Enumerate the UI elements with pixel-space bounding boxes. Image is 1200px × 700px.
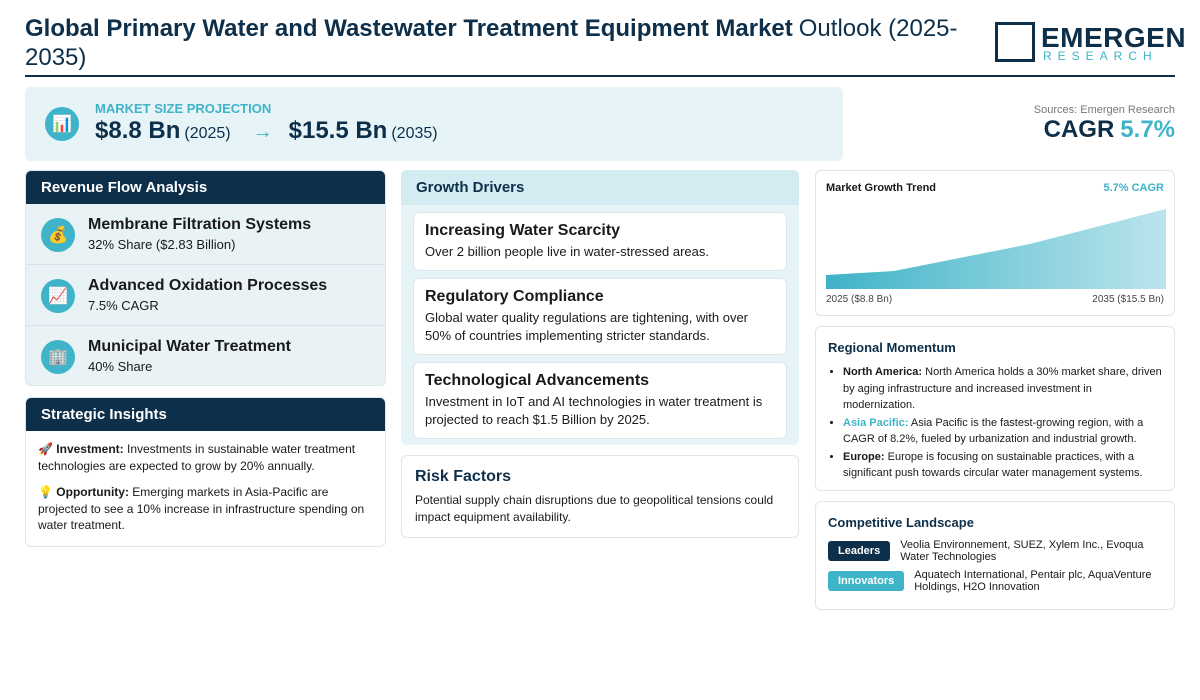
driver-card: Technological Advancements Investment in … <box>413 362 787 439</box>
icon: 🚀 <box>38 442 53 456</box>
area <box>826 209 1166 289</box>
driver-title: Regulatory Compliance <box>425 288 604 305</box>
companies: Aquatech International, Pentair plc, Aqu… <box>914 569 1152 593</box>
panel-title: Competitive Landscape <box>828 515 974 530</box>
driver-title: Increasing Water Scarcity <box>425 222 621 239</box>
panel-title: Regional Momentum <box>828 340 956 355</box>
insight: 🚀 Investment: Investments in sustainable… <box>38 441 373 474</box>
region-item: Asia Pacific: Asia Pacific is the fastes… <box>843 415 1162 448</box>
title-bold: Global Primary Water and Wastewater Trea… <box>25 15 793 42</box>
title: Global Primary Water and Wastewater Trea… <box>25 14 975 72</box>
risk-text: Potential supply chain disruptions due t… <box>415 493 774 524</box>
item-name: Membrane Filtration Systems <box>88 216 312 233</box>
risk-title: Risk Factors <box>415 468 512 485</box>
region-text: Europe is focusing on sustainable practi… <box>843 450 1143 480</box>
icon: 💰 <box>41 218 75 252</box>
driver-title: Technological Advancements <box>425 372 650 389</box>
group-label: Innovators <box>828 571 905 591</box>
revenue-item: 🏢 Municipal Water Treatment 40% Share <box>26 326 385 385</box>
sources: Sources: Emergen Research <box>1033 104 1175 116</box>
insight-label: Opportunity: <box>56 485 129 499</box>
insight-label: Investment: <box>56 442 124 456</box>
start-year: (2025) <box>184 125 231 142</box>
projection-values: $8.8 Bn (2025) → $15.5 Bn (2035) <box>95 117 438 145</box>
end-value: $15.5 Bn <box>288 117 388 144</box>
panel-title: Revenue Flow Analysis <box>26 171 385 204</box>
cagr: CAGR 5.7% <box>1044 116 1175 144</box>
icon: 📈 <box>41 279 75 313</box>
title-rest: Outlook (2025-2035) <box>25 15 958 71</box>
cagr-value: 5.7% <box>1120 116 1175 143</box>
trend-cagr: 5.7% CAGR <box>1103 182 1164 194</box>
logo-bottom: RESEARCH <box>1043 49 1158 63</box>
item-detail: 32% Share ($2.83 Billion) <box>88 237 236 252</box>
start-value: $8.8 Bn <box>95 117 181 144</box>
driver-card: Increasing Water Scarcity Over 2 billion … <box>413 212 787 271</box>
icon: 📊 <box>45 107 79 141</box>
region-text: North America holds a 30% market share, … <box>843 366 1162 411</box>
start-label: 2025 ($8.8 Bn) <box>826 294 893 305</box>
item-detail: 7.5% CAGR <box>88 298 159 313</box>
revenue-flow: Revenue Flow Analysis 💰 Membrane Filtrati… <box>25 170 386 386</box>
panel-title: Strategic Insights <box>26 398 385 431</box>
driver-text: Investment in IoT and AI technologies in… <box>425 394 763 427</box>
region-name: North America: <box>843 366 923 378</box>
region-item: North America: North America holds a 30%… <box>843 364 1162 414</box>
driver-card: Regulatory Compliance Global water qualit… <box>413 278 787 355</box>
risk-factors: Risk Factors Potential supply chain disr… <box>401 455 799 538</box>
item-name: Advanced Oxidation Processes <box>88 277 328 294</box>
revenue-item: 📈 Advanced Oxidation Processes 7.5% CAGR <box>26 265 385 326</box>
trend-title: Market Growth Trend <box>826 182 937 194</box>
end-label: 2035 ($15.5 Bn) <box>1092 294 1164 305</box>
icon: 🏢 <box>41 340 75 374</box>
strategic-insights: Strategic Insights 🚀 Investment: Investm… <box>25 397 386 547</box>
arrow: → <box>252 121 273 143</box>
insight-text: Investments in sustainable water treatme… <box>38 442 356 473</box>
region-name: Europe: <box>843 450 885 463</box>
divider <box>25 75 1175 77</box>
projection: 📊 MARKET SIZE PROJECTION $8.8 Bn (2025) → $… <box>25 87 843 161</box>
insight-text: Emerging markets in Asia-Pacific are pro… <box>38 485 365 532</box>
end-year: (2035) <box>391 125 438 142</box>
company-group: Leaders Veolia Environnement, SUEZ, Xylem… <box>828 539 1162 563</box>
region-text: Asia Pacific is the fastest-growing regi… <box>843 416 1144 446</box>
company-group: Innovators Aquatech International, Pentai… <box>828 569 1162 593</box>
revenue-item: 💰 Membrane Filtration Systems 32% Share ($… <box>26 204 385 265</box>
driver-text: Global water quality regulations are tig… <box>425 310 749 343</box>
logo: EMERGEN RESEARCH <box>995 22 1186 64</box>
group-label: Leaders <box>828 541 891 561</box>
item-detail: 40% Share <box>88 359 153 374</box>
cagr-label: CAGR <box>1043 116 1115 143</box>
growth-drivers: Growth Drivers Increasing Water Scarcity… <box>401 170 799 445</box>
item-name: Municipal Water Treatment <box>88 338 291 355</box>
competitive-landscape: Competitive Landscape Leaders Veolia Envi… <box>815 501 1175 610</box>
trend-area <box>826 209 1166 289</box>
icon: 💡 <box>38 485 53 499</box>
driver-text: Over 2 billion people live in water-stre… <box>425 244 709 259</box>
region-list: North America: North America holds a 30%… <box>828 364 1162 482</box>
market-trend: Market Growth Trend 5.7% CAGR 2025 ($8.8… <box>815 170 1175 316</box>
region-name: Asia Pacific: <box>843 416 909 429</box>
regional-momentum: Regional Momentum North America: North A… <box>815 326 1175 491</box>
companies: Veolia Environnement, SUEZ, Xylem Inc., … <box>900 539 1144 563</box>
projection-label: MARKET SIZE PROJECTION <box>95 101 272 116</box>
insight: 💡 Opportunity: Emerging markets in Asia-… <box>38 484 373 534</box>
logo-top: EMERGEN <box>1041 22 1187 53</box>
region-item: Europe: Europe is focusing on sustainabl… <box>843 449 1162 482</box>
panel-title: Growth Drivers <box>401 170 799 205</box>
